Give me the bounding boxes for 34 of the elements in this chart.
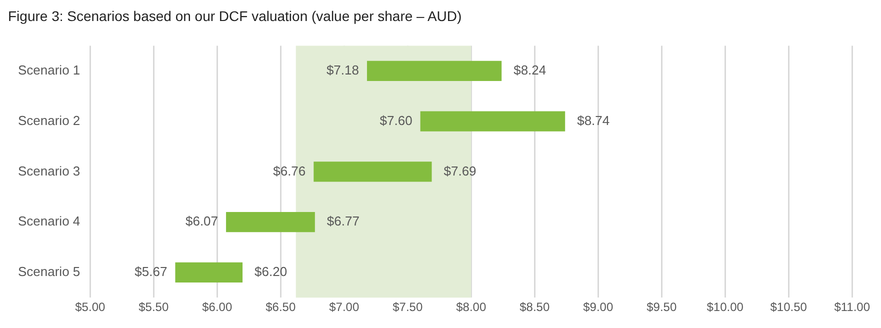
x-tick-label: $10.50	[770, 300, 808, 314]
x-tick-label: $6.50	[266, 300, 296, 314]
bar	[314, 162, 432, 182]
chart-title: Figure 3: Scenarios based on our DCF valuation (value per share – AUD)	[8, 8, 463, 24]
bar	[175, 262, 243, 282]
y-tick-label: Scenario 3	[18, 163, 80, 178]
x-tick-label: $10.00	[706, 300, 744, 314]
annotation: $8.74	[577, 112, 610, 128]
annotation: $7.60	[380, 112, 412, 128]
y-tick-label: Scenario 2	[18, 112, 80, 128]
x-tick-label: $11.00	[834, 300, 870, 314]
x-tick-label: $9.50	[646, 300, 677, 314]
y-tick-label: Scenario 4	[18, 214, 80, 229]
x-tick-label: $5.50	[138, 300, 169, 314]
annotation: $8.24	[514, 62, 546, 78]
y-tick-label: Scenario 5	[18, 264, 80, 279]
x-tick-label: $7.00	[329, 300, 360, 314]
y-tick-label: Scenario 1	[18, 62, 80, 78]
annotation: $6.76	[273, 163, 306, 178]
bar	[226, 212, 315, 232]
annotation: $6.20	[254, 264, 288, 279]
x-tick-label: $7.50	[392, 300, 423, 314]
bar	[366, 60, 502, 82]
bar	[420, 111, 566, 132]
annotation: $7.69	[444, 163, 476, 178]
annotation: $6.77	[326, 214, 360, 229]
annotation: $7.18	[326, 62, 359, 78]
x-tick-label: $9.00	[583, 300, 614, 314]
x-tick-label: $8.00	[456, 300, 486, 314]
annotation: $5.67	[134, 264, 168, 279]
x-tick-label: $5.00	[75, 300, 106, 314]
x-tick-label: $6.00	[202, 300, 232, 314]
x-tick-label: $8.50	[520, 300, 550, 314]
annotation: $6.07	[185, 214, 218, 229]
